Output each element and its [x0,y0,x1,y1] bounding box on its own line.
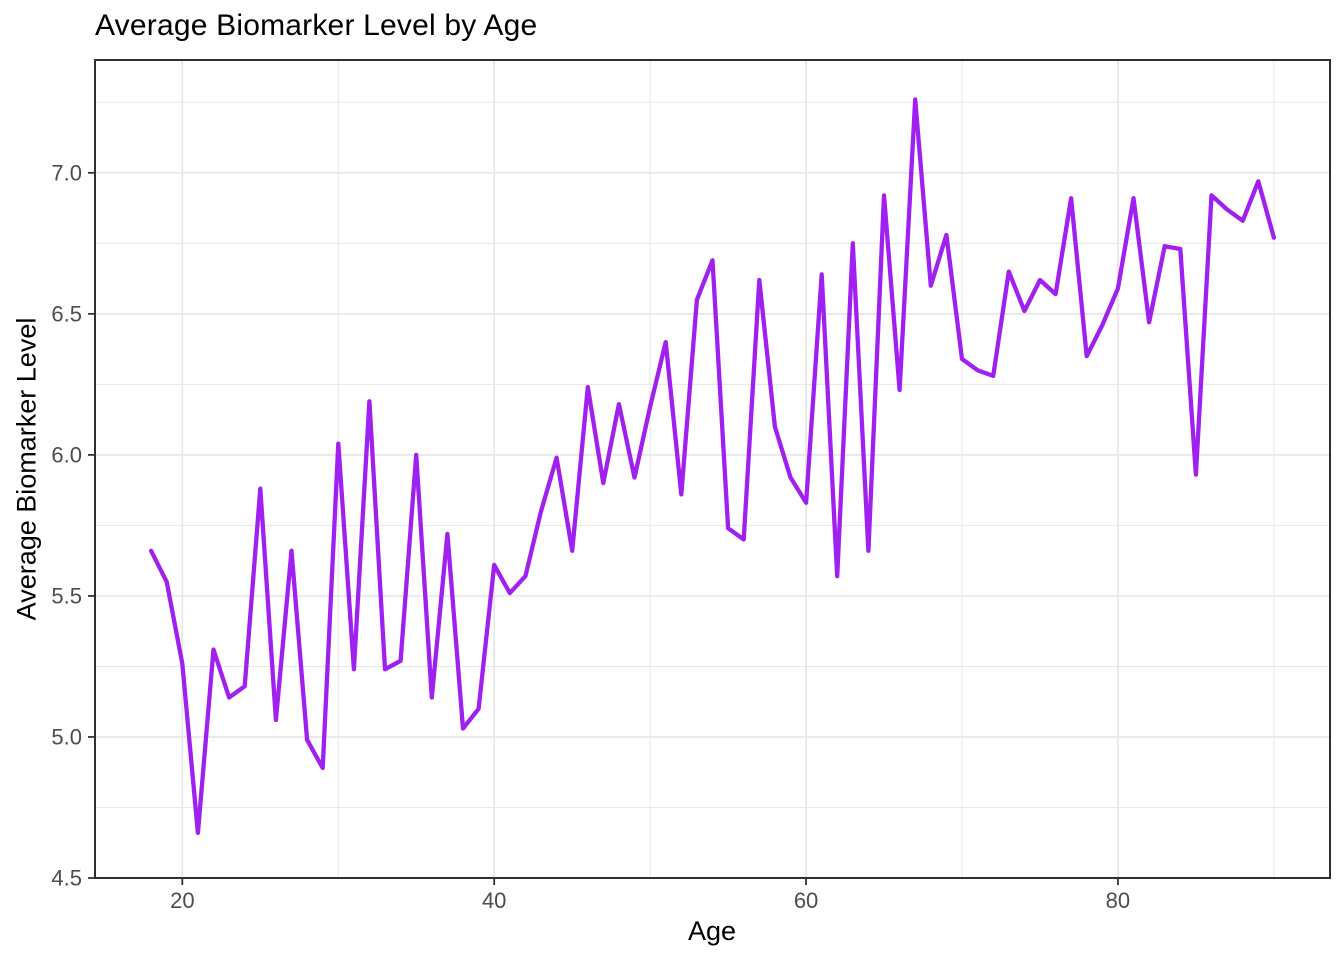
y-tick-label: 5.5 [51,583,82,608]
plot-panel [95,60,1330,878]
chart-title: Average Biomarker Level by Age [95,9,538,42]
y-tick-label: 6.0 [51,442,82,467]
y-tick-label: 4.5 [51,866,82,891]
panel-border [94,59,1331,879]
y-axis-title: Average Biomarker Level [11,317,42,621]
y-tick-label: 5.0 [51,724,82,749]
data-line-average-biomarker-level [148,97,1277,836]
x-axis-title: Age [687,916,737,946]
x-tick-label: 20 [170,888,194,913]
y-tick-label: 6.5 [51,301,82,326]
y-tick-label: 7.0 [51,160,82,185]
x-tick-label: 40 [482,888,506,913]
x-tick-label: 60 [794,888,818,913]
x-tick-label: 80 [1106,888,1130,913]
